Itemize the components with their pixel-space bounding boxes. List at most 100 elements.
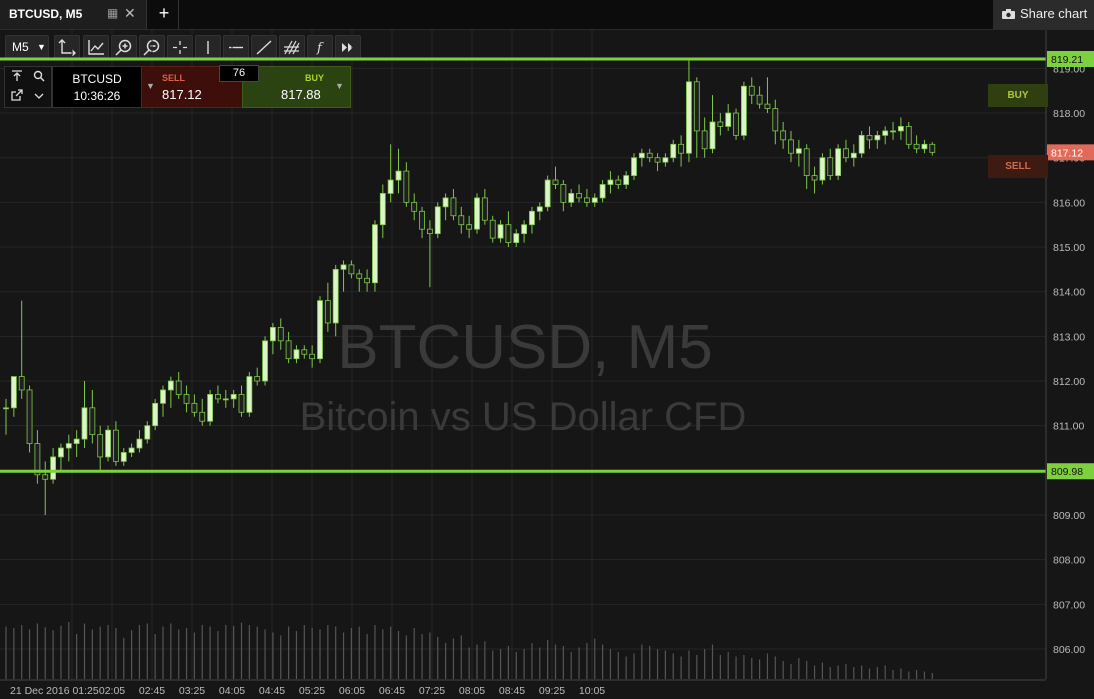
candle	[670, 139, 677, 163]
candle-body	[607, 179, 614, 185]
candle-body	[780, 130, 787, 141]
candle	[591, 193, 598, 207]
price-tick-label: 812.00	[1053, 376, 1085, 388]
candle-body	[591, 197, 598, 203]
candle-body	[929, 143, 936, 153]
candle	[230, 389, 237, 408]
zoom-in-tool[interactable]	[111, 35, 137, 60]
candle-body	[795, 148, 802, 154]
last-price-label: 817.12	[1051, 147, 1083, 159]
sell-price: 817.12	[162, 87, 202, 102]
candle-body	[474, 197, 480, 230]
candle-body	[513, 233, 520, 243]
time-tick-label: 02:45	[139, 685, 165, 697]
zoom-out-icon	[143, 39, 160, 56]
candle	[442, 193, 449, 221]
candle-body	[215, 394, 221, 400]
candle-body	[756, 94, 763, 105]
candle-body	[81, 407, 88, 440]
candle	[348, 260, 355, 279]
candle-body	[238, 394, 245, 413]
price-tick-label: 809.00	[1053, 510, 1085, 522]
candle-body	[733, 112, 739, 136]
chevron-down-icon[interactable]	[33, 91, 45, 101]
candle	[293, 345, 300, 364]
indicator-tool[interactable]	[83, 35, 109, 60]
candle	[843, 139, 849, 163]
symbol-box[interactable]: BTCUSD 10:36:26	[52, 66, 142, 108]
fibonacci-icon	[284, 40, 300, 55]
candle	[521, 220, 527, 243]
candle	[748, 77, 755, 105]
chevron-down-icon[interactable]: ▼	[335, 81, 344, 91]
last-price-tag	[1047, 144, 1094, 161]
candle-body	[434, 206, 441, 235]
candle	[113, 421, 119, 466]
candle	[215, 385, 221, 404]
close-icon[interactable]: ✕	[124, 5, 136, 21]
candle	[552, 166, 559, 189]
buy-button[interactable]: BUY 817.88 ▼	[242, 66, 351, 108]
sell-button[interactable]: ▼ SELL 817.12	[141, 66, 243, 108]
candle-body	[199, 411, 206, 422]
crosshair-axis-tool[interactable]	[54, 35, 80, 60]
candle	[741, 81, 747, 140]
candle-body	[230, 394, 237, 400]
tab-bar: BTCUSD, M5 ▦ ✕ + Share chart	[0, 0, 1094, 30]
candle	[481, 188, 488, 225]
candle-body	[58, 447, 64, 458]
add-tab-button[interactable]: +	[150, 0, 179, 29]
candle	[222, 389, 229, 408]
candle	[623, 171, 630, 189]
price-axis[interactable]: 819.00818.00817.00816.00815.00814.00813.…	[1045, 30, 1094, 699]
chevron-down-icon[interactable]: ▼	[146, 81, 155, 91]
candle	[764, 77, 771, 114]
candle	[874, 130, 881, 149]
tab-title: BTCUSD, M5	[9, 7, 83, 21]
candle-body	[73, 438, 80, 444]
candle	[26, 385, 33, 453]
candle-body	[584, 197, 590, 203]
candle	[458, 206, 465, 234]
buy-chip[interactable]: BUY	[988, 84, 1048, 107]
candle	[827, 148, 834, 181]
fibonacci-tool[interactable]	[279, 35, 305, 60]
fast-forward-tool[interactable]	[335, 35, 361, 60]
candle-body	[858, 134, 865, 154]
candle	[497, 220, 504, 243]
collapse-icon[interactable]	[11, 70, 23, 82]
candle-body	[678, 143, 684, 154]
candle-body	[819, 157, 826, 181]
sell-chip[interactable]: SELL	[988, 155, 1048, 178]
chart-tab[interactable]: BTCUSD, M5 ▦ ✕	[0, 0, 147, 29]
candle	[544, 175, 551, 212]
candle-body	[89, 407, 96, 436]
candle	[474, 193, 480, 234]
candle	[246, 372, 253, 417]
candle	[364, 269, 371, 292]
candle-body	[269, 327, 276, 342]
candle	[835, 144, 841, 181]
candle	[780, 121, 787, 149]
candle	[717, 113, 724, 136]
candle	[207, 389, 214, 426]
candle	[426, 220, 433, 288]
candle	[58, 443, 64, 471]
candle	[42, 461, 49, 516]
candle-body	[921, 143, 928, 150]
candle	[379, 184, 386, 239]
chart-grid	[0, 30, 1046, 679]
candle	[50, 448, 56, 484]
candle-body	[120, 452, 127, 462]
candle	[638, 148, 645, 167]
candle	[850, 144, 857, 167]
external-link-icon[interactable]	[11, 89, 23, 101]
candle-body	[788, 139, 794, 154]
candle	[254, 367, 261, 386]
time-axis[interactable]: 21 Dec 2016 01:25 02:05 02:45 03:25 04:05 04:…	[0, 679, 1046, 699]
share-chart-button[interactable]: Share chart	[993, 0, 1094, 29]
search-icon[interactable]	[33, 70, 45, 82]
candle-body	[638, 152, 645, 159]
grid-icon[interactable]: ▦	[107, 6, 119, 20]
